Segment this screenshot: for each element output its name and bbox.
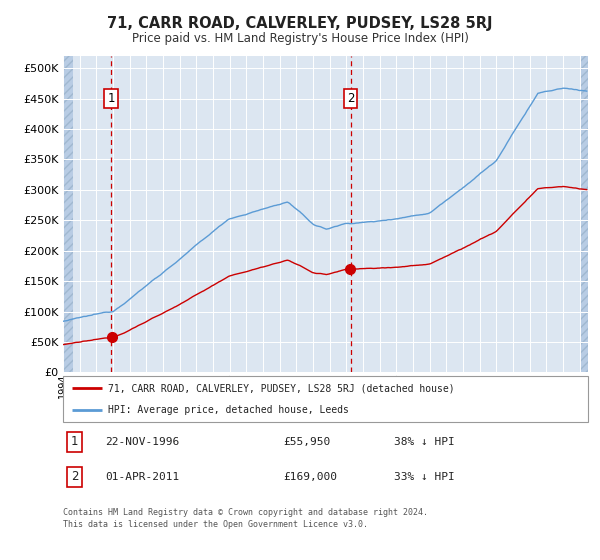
Text: 38% ↓ HPI: 38% ↓ HPI	[394, 437, 455, 447]
Text: 22-NOV-1996: 22-NOV-1996	[105, 437, 179, 447]
Text: 1: 1	[71, 435, 78, 449]
Text: £169,000: £169,000	[284, 472, 337, 482]
Text: 71, CARR ROAD, CALVERLEY, PUDSEY, LS28 5RJ: 71, CARR ROAD, CALVERLEY, PUDSEY, LS28 5…	[107, 16, 493, 31]
Bar	[63, 56, 73, 372]
Text: 2: 2	[71, 470, 78, 483]
Text: This data is licensed under the Open Government Licence v3.0.: This data is licensed under the Open Gov…	[63, 520, 368, 529]
Text: 71, CARR ROAD, CALVERLEY, PUDSEY, LS28 5RJ (detached house): 71, CARR ROAD, CALVERLEY, PUDSEY, LS28 5…	[107, 383, 454, 393]
Text: 33% ↓ HPI: 33% ↓ HPI	[394, 472, 455, 482]
Text: Contains HM Land Registry data © Crown copyright and database right 2024.: Contains HM Land Registry data © Crown c…	[63, 508, 428, 517]
Text: 1: 1	[107, 92, 115, 105]
FancyBboxPatch shape	[63, 376, 588, 422]
Text: 01-APR-2011: 01-APR-2011	[105, 472, 179, 482]
Bar	[580, 56, 588, 372]
Text: Price paid vs. HM Land Registry's House Price Index (HPI): Price paid vs. HM Land Registry's House …	[131, 32, 469, 45]
Text: 2: 2	[347, 92, 354, 105]
Text: HPI: Average price, detached house, Leeds: HPI: Average price, detached house, Leed…	[107, 405, 349, 415]
Text: £55,950: £55,950	[284, 437, 331, 447]
